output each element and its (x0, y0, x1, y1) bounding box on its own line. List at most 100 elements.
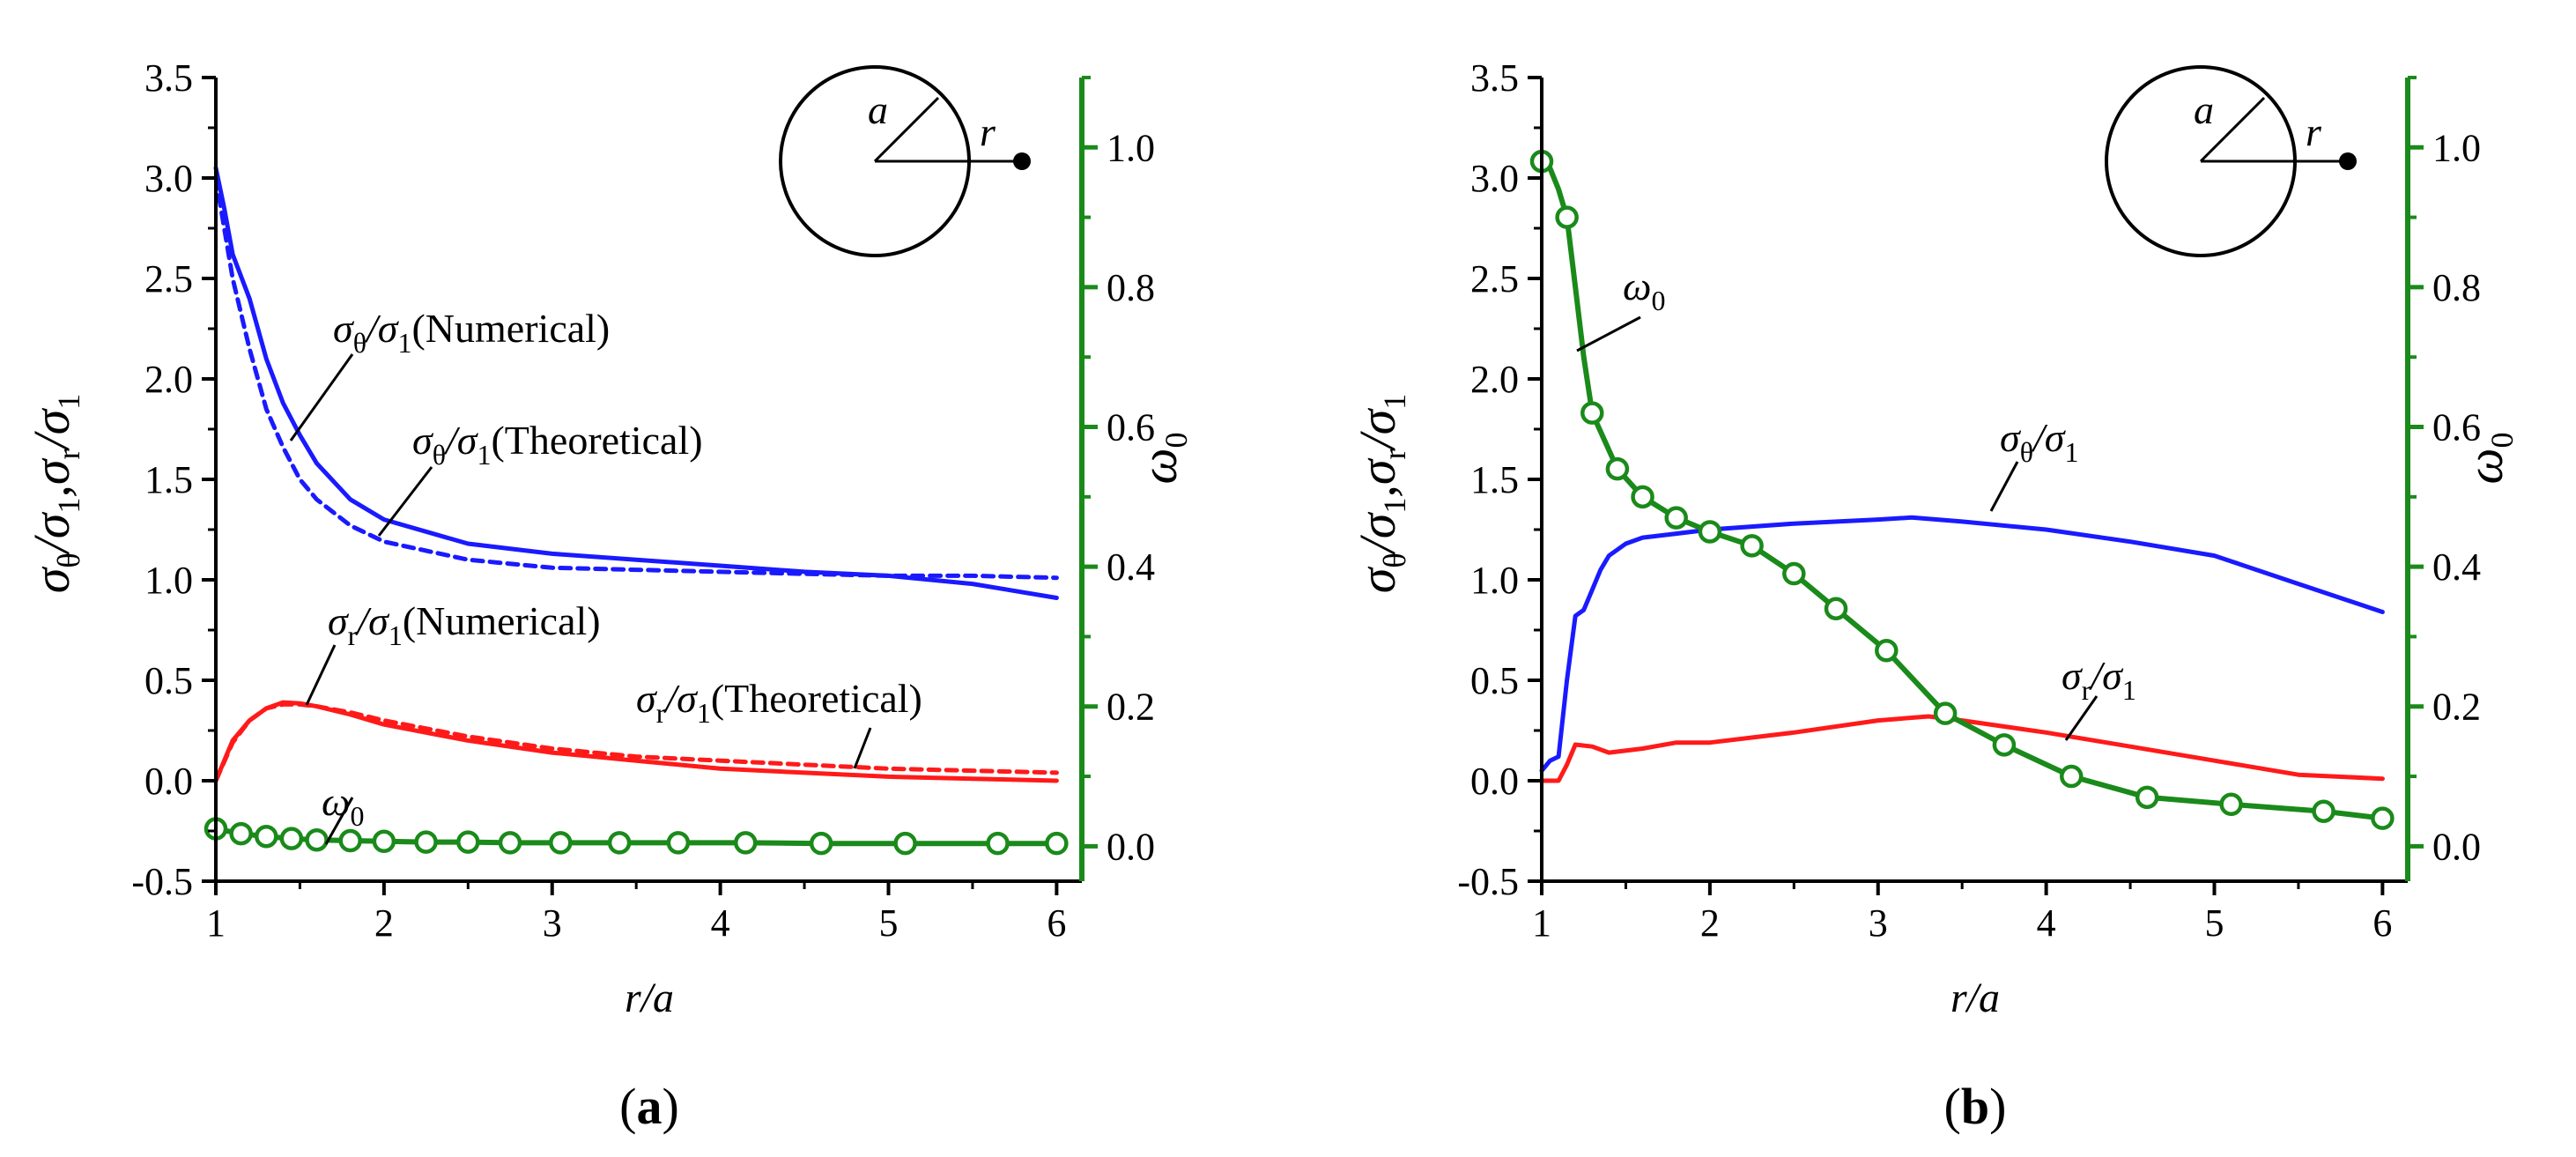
series-marker (229, 821, 253, 846)
x-tick-label: 3 (1869, 901, 1888, 945)
y-tick-label: 1.5 (144, 458, 193, 501)
series-marker (549, 831, 573, 855)
x-tick-label: 2 (1700, 901, 1720, 945)
x-tick-label: 3 (543, 901, 562, 945)
series-marker (372, 829, 396, 854)
y-axis-label-b: σθ/σ1,σr/σ1 (1349, 394, 1412, 593)
x-tick-label: 6 (1047, 901, 1066, 945)
leader-theta-theoretical-a (377, 466, 433, 537)
inset-r-label-b: r (2306, 109, 2322, 154)
series-marker (1605, 456, 1630, 481)
series-marker (2312, 799, 2335, 823)
series-line (1539, 515, 2385, 774)
plot-b-series (1529, 149, 2395, 830)
inset-diagram-a: a r (779, 65, 1031, 257)
series-marker (666, 831, 691, 855)
y-tick-label: 1.5 (1470, 458, 1519, 501)
y2-tick-label: 0.6 (2432, 406, 2481, 449)
series-marker (279, 827, 304, 850)
series-line (213, 701, 1059, 783)
series-marker (414, 830, 438, 854)
y-tick-label: 0.0 (144, 760, 193, 803)
y2-tick-label: 1.0 (1107, 126, 1155, 169)
x-axis-label-b: r/a (1951, 975, 2000, 1021)
series-marker (2135, 785, 2159, 810)
y2-tick-label: 0.6 (1107, 406, 1155, 449)
leader-r-theoretical-a (853, 727, 872, 769)
series-marker (893, 831, 917, 856)
series-marker (338, 828, 362, 853)
panel-label-b: (b) (1944, 1078, 2007, 1135)
series-marker (986, 831, 1010, 856)
y-tick-label: 0.5 (1470, 659, 1519, 702)
label-theta-theoretical-a: σθ/σ1(Theoretical) (412, 418, 703, 471)
series-marker (456, 830, 480, 854)
plot-a-series (204, 166, 1069, 856)
y2-axis-label-a: ω0 (1130, 433, 1194, 485)
label-omega-a: ω0 (322, 779, 364, 832)
series-marker (1933, 701, 1958, 725)
leader-omega-a (324, 797, 354, 845)
inset-a-label-b: a (2194, 87, 2214, 132)
series-marker (1580, 401, 1604, 425)
series-marker (1992, 733, 2017, 757)
x-tick-label: 5 (2204, 901, 2224, 945)
series-marker (305, 827, 329, 852)
series-line (1539, 714, 2385, 783)
x-tick-label: 4 (2037, 901, 2056, 945)
series-marker (734, 831, 758, 855)
inset-radius-line-a (873, 96, 940, 163)
series-marker (498, 831, 522, 855)
x-axis-label-a: r/a (625, 975, 674, 1021)
y-tick-label: 3.0 (1470, 157, 1519, 200)
x-tick-label: 4 (711, 901, 730, 945)
series-marker (1045, 831, 1069, 856)
leader-omega-b (1576, 315, 1641, 352)
panel-label-a: (a) (619, 1078, 679, 1135)
leader-r-b (2064, 695, 2099, 741)
y-tick-label: 2.5 (144, 257, 193, 300)
series-line (1539, 159, 2386, 821)
y2-tick-label: 0.4 (1107, 545, 1155, 589)
panel-a: 1 2 3 4 5 6 -0.5 0.0 0.5 1.0 1.5 2.0 2.5 3.0 3.5 0.0 0.2… (23, 56, 1194, 1135)
series-marker (1555, 205, 1579, 229)
inset-diagram-b: a r (2105, 65, 2357, 257)
series-marker (255, 824, 278, 849)
y-tick-label: 3.5 (1470, 56, 1519, 100)
inset-r-label-a: r (980, 109, 996, 154)
series-marker (2060, 764, 2084, 789)
label-r-numerical-a: σr/σ1(Numerical) (328, 598, 601, 651)
y2-tick-label: 0.0 (2432, 825, 2481, 868)
series-marker (2371, 806, 2395, 830)
y-tick-label: 0.5 (144, 659, 193, 702)
ticks-a: 1 2 3 4 5 6 -0.5 0.0 0.5 1.0 1.5 2.0 2.5 3.0 3.5 0.0 0.2… (131, 56, 1155, 945)
series-marker (2219, 792, 2243, 817)
y2-axis-label-b: ω0 (2456, 433, 2520, 485)
series-line (213, 166, 1059, 600)
leader-theta-b (1989, 461, 2019, 512)
ticks-b: 1 2 3 4 5 6 -0.5 0.0 0.5 1.0 1.5 2.0 2.5 3.0 3.5 0.0 0.2… (1457, 56, 2481, 945)
series-line (213, 175, 1059, 581)
series-marker (1698, 520, 1722, 544)
x-tick-label: 1 (206, 901, 226, 945)
series-marker (1631, 485, 1654, 509)
y-tick-label: -0.5 (131, 860, 193, 903)
leader-theta-numerical-a (289, 353, 354, 441)
series-marker (607, 831, 632, 855)
y2-tick-label: 1.0 (2432, 126, 2481, 169)
annotations-b: ω0 σθ/σ1 σr/σ1 (1576, 263, 2136, 741)
series-marker (1782, 561, 1806, 586)
series-marker (809, 831, 833, 856)
annotations-a: σθ/σ1(Numerical) σθ/σ1(Theoretical) σr/σ… (289, 306, 922, 845)
series-marker (1824, 597, 1848, 620)
label-omega-b: ω0 (1623, 263, 1665, 316)
series-marker (1875, 639, 1899, 663)
y-tick-label: 0.0 (1470, 760, 1519, 803)
y-tick-label: 2.5 (1470, 257, 1519, 300)
leader-r-numerical-a (305, 644, 337, 706)
y-tick-label: 2.0 (1470, 358, 1519, 401)
label-theta-b: σθ/σ1 (2000, 415, 2078, 468)
y2-tick-label: 0.8 (1107, 266, 1155, 309)
y2-tick-label: 0.4 (2432, 545, 2481, 589)
y2-tick-label: 0.2 (2432, 686, 2481, 729)
